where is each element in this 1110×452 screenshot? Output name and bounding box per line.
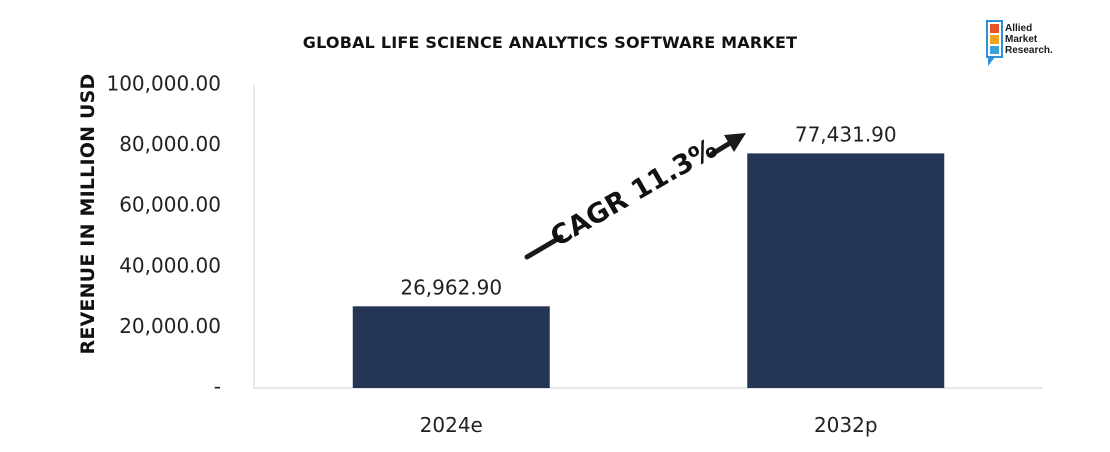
y-tick-label: 40,000.00 (119, 253, 221, 277)
data-label: 26,962.90 (400, 275, 502, 299)
y-tick-label: 80,000.00 (119, 132, 221, 156)
allied-market-research-logo: Allied Market Research. (986, 20, 1076, 68)
logo-mark-icon (986, 20, 1003, 66)
bar-2024e (352, 306, 550, 388)
cagr-arrow-shaft (709, 140, 733, 157)
x-tick-label: 2032p (814, 413, 878, 437)
logo-text-market: Market (1005, 34, 1038, 45)
y-tick-label: 20,000.00 (119, 314, 221, 338)
logo-text-research: Research. (1005, 45, 1053, 56)
y-tick-label: 100,000.00 (106, 72, 221, 96)
data-label: 77,431.90 (795, 122, 897, 146)
cagr-arrow-tail (524, 234, 564, 260)
logo-text-allied: Allied (1005, 23, 1033, 34)
x-tick-label: 2024e (420, 413, 483, 437)
chart-title: GLOBAL LIFE SCIENCE ANALYTICS SOFTWARE M… (302, 33, 798, 52)
cagr-arrow-head-icon (724, 133, 746, 152)
y-tick-label: 60,000.00 (119, 193, 221, 217)
bar-2032p (747, 153, 945, 388)
y-axis-label: REVENUE IN MILLION USD (77, 73, 99, 355)
y-tick-label: - (214, 375, 221, 399)
